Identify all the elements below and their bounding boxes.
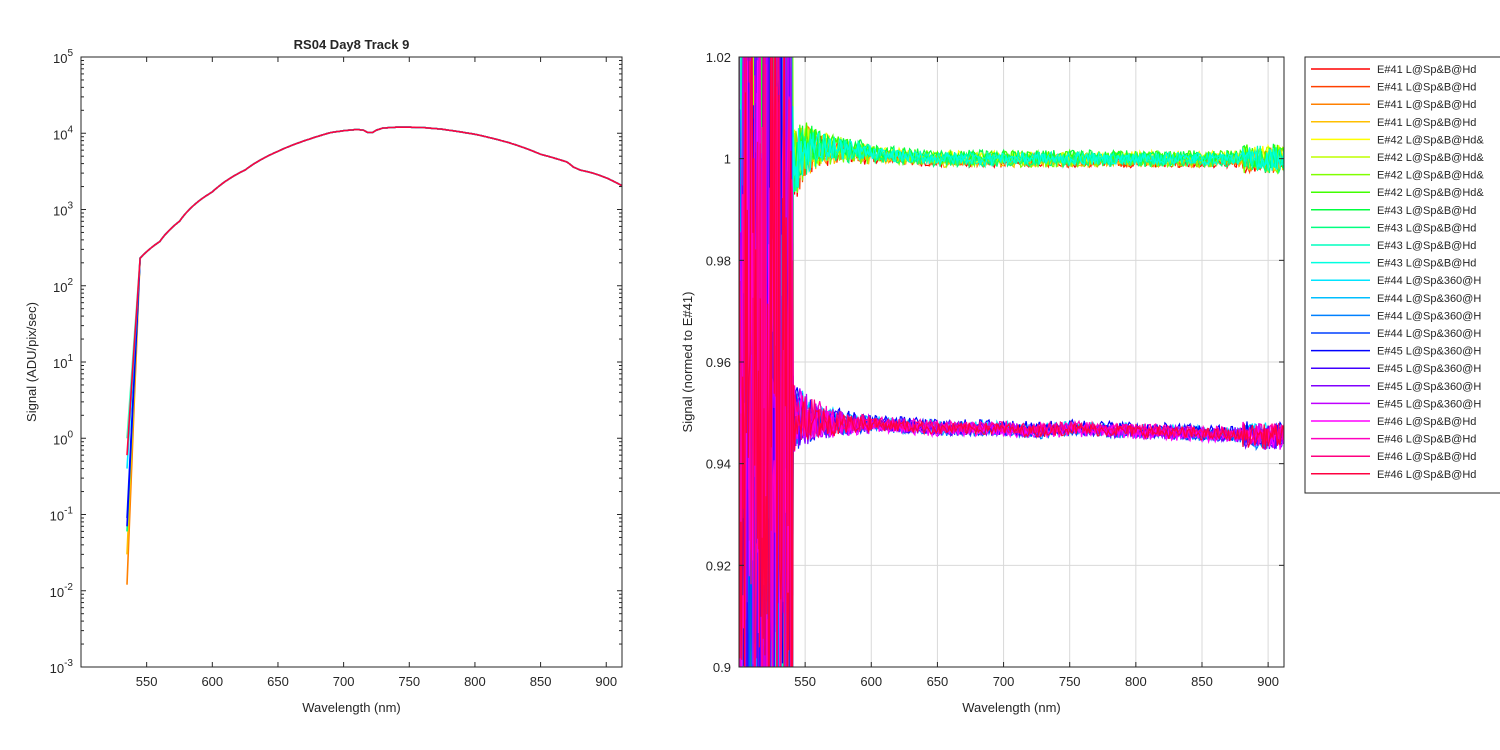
- left-y-tick-label: 100: [53, 429, 73, 447]
- right-x-tick-label: 850: [1191, 674, 1213, 689]
- left-x-tick-label: 700: [333, 674, 355, 689]
- legend-entry-label: E#42 L@Sp&B@Hd&: [1377, 134, 1484, 146]
- legend-entry-label: E#42 L@Sp&B@Hd&: [1377, 152, 1484, 164]
- left-plot-frame: [80, 56, 623, 668]
- legend-entry-label: E#45 L@Sp&360@H: [1377, 363, 1481, 375]
- right-series-line: [739, 57, 1284, 667]
- right-ticks: 550 600 650 700 750 800 850 900 0.9 0.92 0.94 0.96 0…: [706, 50, 1284, 689]
- left-y-tick-label: 10-2: [50, 582, 74, 600]
- legend-entry-label: E#44 L@Sp&360@H: [1377, 328, 1481, 340]
- legend-entry-label: E#46 L@Sp&B@Hd: [1377, 469, 1476, 481]
- legend-entry-label: E#42 L@Sp&B@Hd&: [1377, 187, 1484, 199]
- right-data-lines: [739, 57, 1284, 667]
- right-x-tick-label: 900: [1257, 674, 1279, 689]
- legend-entry-label: E#43 L@Sp&B@Hd: [1377, 205, 1476, 217]
- legend-entry-label: E#46 L@Sp&B@Hd: [1377, 434, 1476, 446]
- right-y-tick-label: 0.98: [706, 253, 731, 268]
- right-y-tick-label: 0.96: [706, 355, 731, 370]
- legend-entry-label: E#46 L@Sp&B@Hd: [1377, 451, 1476, 463]
- legend-entry-label: E#42 L@Sp&B@Hd&: [1377, 170, 1484, 182]
- legend-entry-label: E#45 L@Sp&360@H: [1377, 381, 1481, 393]
- legend-entry-label: E#41 L@Sp&B@Hd: [1377, 82, 1476, 94]
- right-y-axis-label: Signal (normed to E#41): [680, 292, 695, 433]
- legend: E#41 L@Sp&B@Hd E#41 L@Sp&B@Hd E#41 L@Sp&B@…: [1304, 56, 1500, 494]
- right-x-tick-label: 600: [860, 674, 882, 689]
- legend-entry-label: E#46 L@Sp&B@Hd: [1377, 416, 1476, 428]
- right-y-tick-label: 0.94: [706, 457, 731, 472]
- right-x-tick-label: 750: [1059, 674, 1081, 689]
- legend-entry-label: E#45 L@Sp&360@H: [1377, 346, 1481, 358]
- left-plot-area: [81, 57, 622, 667]
- legend-entry-label: E#44 L@Sp&360@H: [1377, 275, 1481, 287]
- left-x-tick-label: 600: [201, 674, 223, 689]
- right-x-tick-label: 550: [794, 674, 816, 689]
- right-y-tick-label: 1.02: [706, 50, 731, 65]
- left-y-tick-label: 105: [53, 48, 73, 66]
- left-plot: 550 600 650 700 750 800 850 900 10-3 10-2 10-1 100 1…: [24, 37, 623, 715]
- left-y-tick-label: 104: [53, 124, 73, 142]
- left-x-tick-label: 900: [595, 674, 617, 689]
- legend-items: E#41 L@Sp&B@Hd E#41 L@Sp&B@Hd E#41 L@Sp&B@…: [1311, 64, 1484, 481]
- right-plot: 550 600 650 700 750 800 850 900 0.9 0.92 0.94 0.96 0…: [680, 50, 1285, 715]
- legend-entry-label: E#41 L@Sp&B@Hd: [1377, 99, 1476, 111]
- left-y-tick-label: 102: [53, 277, 73, 295]
- legend-entry-label: E#43 L@Sp&B@Hd: [1377, 222, 1476, 234]
- left-x-axis-label: Wavelength (nm): [302, 700, 401, 715]
- legend-entry-label: E#44 L@Sp&360@H: [1377, 293, 1481, 305]
- left-x-tick-label: 550: [136, 674, 158, 689]
- right-y-tick-label: 1: [724, 152, 731, 167]
- left-y-tick-label: 101: [53, 353, 73, 371]
- left-y-axis-label: Signal (ADU/pix/sec): [24, 302, 39, 422]
- right-plot-frame: [738, 56, 1285, 668]
- legend-entry-label: E#41 L@Sp&B@Hd: [1377, 117, 1476, 129]
- left-series-line: [126, 126, 623, 456]
- left-x-tick-label: 750: [398, 674, 420, 689]
- legend-entry-label: E#43 L@Sp&B@Hd: [1377, 240, 1476, 252]
- right-series-line: [739, 57, 1284, 667]
- legend-entry-label: E#41 L@Sp&B@Hd: [1377, 64, 1476, 76]
- right-y-tick-label: 0.92: [706, 558, 731, 573]
- right-x-tick-label: 800: [1125, 674, 1147, 689]
- left-y-tick-label: 10-1: [50, 506, 74, 524]
- left-data-lines: [126, 126, 623, 585]
- left-x-tick-label: 800: [464, 674, 486, 689]
- left-x-tick-label: 650: [267, 674, 289, 689]
- legend-entry-label: E#43 L@Sp&B@Hd: [1377, 258, 1476, 270]
- left-y-tick-label: 10-3: [50, 658, 74, 676]
- right-x-axis-label: Wavelength (nm): [962, 700, 1061, 715]
- right-y-tick-label: 0.9: [713, 660, 731, 675]
- left-ticks: 550 600 650 700 750 800 850 900 10-3 10-2 10-1 100 1…: [50, 48, 622, 689]
- right-x-tick-label: 650: [927, 674, 949, 689]
- legend-entry-label: E#44 L@Sp&360@H: [1377, 310, 1481, 322]
- left-y-tick-label: 103: [53, 201, 73, 219]
- left-chart-title: RS04 Day8 Track 9: [294, 37, 410, 52]
- left-x-tick-label: 850: [530, 674, 552, 689]
- legend-entry-label: E#45 L@Sp&360@H: [1377, 398, 1481, 410]
- right-x-tick-label: 700: [993, 674, 1015, 689]
